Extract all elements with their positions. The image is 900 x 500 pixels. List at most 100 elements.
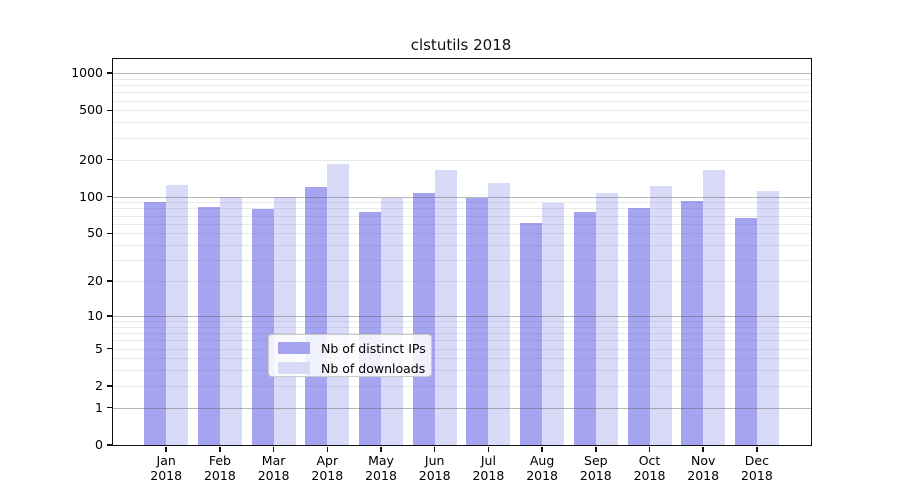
x-axis-tick [272, 446, 275, 452]
x-axis-tick-label-month: Oct [638, 453, 661, 468]
gridline-minor [113, 358, 811, 360]
bar-downloads [166, 184, 189, 445]
gridline-minor [113, 137, 811, 139]
gridline-minor [113, 100, 811, 102]
y-axis-tick [106, 72, 112, 74]
x-axis-tick [702, 446, 704, 452]
legend-label-downloads: Nb of downloads [321, 360, 426, 376]
y-axis-tick-label: 1000 [71, 65, 103, 81]
gridline-minor [113, 281, 811, 283]
gridline-minor [113, 78, 811, 80]
x-axis-tick-label-month: Jun [424, 453, 445, 468]
y-axis-tick-label: 100 [79, 188, 103, 204]
gridline-minor [113, 245, 811, 247]
x-axis-tick-label-month: May [368, 453, 394, 468]
x-axis-tick-label-month: Mar [261, 453, 286, 468]
gridline-major [113, 196, 811, 198]
x-axis-tick-label: Mar 2018 [246, 453, 302, 483]
legend-swatch-distinct-ips [278, 342, 310, 354]
bar-distinct-ips [681, 201, 704, 445]
x-axis-tick-label-month: Apr [316, 453, 339, 468]
gridline-minor [113, 159, 811, 161]
gridline-minor [113, 340, 811, 342]
y-axis-tick [106, 385, 112, 387]
gridline-minor [113, 260, 811, 262]
x-axis-tick-label-year: 2018 [633, 468, 666, 483]
x-axis-tick-label: Apr 2018 [299, 453, 355, 483]
bar-downloads [756, 191, 779, 445]
bar-downloads [273, 197, 296, 445]
gridline-major [113, 73, 811, 75]
x-axis-tick [487, 446, 490, 452]
x-axis-tick-label: Feb 2018 [192, 453, 248, 483]
y-axis-tick-label: 5 [95, 340, 103, 356]
x-axis-tick-label-month: Nov [690, 453, 716, 468]
bar-distinct-ips [627, 207, 650, 445]
bar-downloads [488, 183, 511, 445]
x-axis-tick-label-month: Aug [529, 453, 555, 468]
bar-distinct-ips [305, 186, 328, 445]
x-axis-tick-label-year: 2018 [150, 468, 183, 483]
x-axis-tick [380, 446, 382, 452]
x-axis-tick [219, 446, 221, 452]
x-axis-tick-label: Dec 2018 [729, 453, 785, 483]
x-axis-tick-label-month: Jul [480, 453, 496, 468]
bar-downloads [595, 193, 618, 445]
legend: Nb of distinct IPs Nb of downloads [268, 334, 432, 377]
bar-downloads [649, 185, 672, 445]
gridline-minor [113, 326, 811, 328]
gridline-minor [113, 385, 811, 387]
y-axis-tick-label: 2 [95, 377, 103, 393]
y-axis-tick [106, 280, 112, 282]
gridline-minor [113, 202, 811, 204]
gridline-major [113, 407, 811, 409]
gridline-minor [113, 321, 811, 323]
x-axis-tick-label-year: 2018 [687, 468, 720, 483]
x-axis-tick-label: Nov 2018 [675, 453, 731, 483]
gridline-minor [113, 122, 811, 124]
gridline-minor [113, 208, 811, 210]
gridline-minor [113, 92, 811, 94]
legend-swatch-downloads [278, 362, 310, 374]
gridline-minor [113, 333, 811, 335]
x-axis-tick-label: May 2018 [353, 453, 409, 483]
x-axis-tick-label-month: Dec [744, 453, 769, 468]
bar-distinct-ips [412, 193, 435, 445]
x-axis-tick-label-year: 2018 [472, 468, 505, 483]
gridline-minor [113, 223, 811, 225]
legend-label-distinct-ips: Nb of distinct IPs [321, 340, 426, 356]
y-axis-tick-label: 500 [79, 102, 103, 118]
y-axis-tick-label: 10 [87, 307, 103, 323]
x-axis-tick [756, 446, 758, 452]
gridline-minor [113, 348, 811, 350]
bar-downloads [434, 170, 457, 445]
x-axis-tick-label-year: 2018 [203, 468, 236, 483]
y-axis-tick [106, 406, 112, 409]
x-axis-tick-label: Jul 2018 [460, 453, 516, 483]
gridline-minor [113, 110, 811, 112]
x-axis-tick [326, 446, 329, 452]
bar-distinct-ips [359, 211, 381, 445]
gridline-minor [113, 215, 811, 217]
y-axis-tick-label: 200 [79, 151, 103, 167]
y-axis-tick-label: 1 [95, 399, 103, 415]
x-axis-tick-label-month: Sep [584, 453, 608, 468]
x-axis-tick-label: Oct 2018 [622, 453, 678, 483]
bar-downloads [703, 169, 726, 445]
x-axis-tick [541, 446, 543, 452]
y-axis-tick-label: 20 [87, 273, 103, 289]
x-axis-tick-label: Jun 2018 [407, 453, 463, 483]
x-axis-tick-label-month: Feb [208, 453, 231, 468]
y-axis-tick [106, 158, 112, 161]
y-axis-tick [106, 444, 112, 446]
x-axis-tick-label: Aug 2018 [514, 453, 570, 483]
bar-distinct-ips [466, 198, 489, 445]
x-axis-tick-label-year: 2018 [257, 468, 290, 483]
x-axis-tick-label: Sep 2018 [568, 453, 624, 483]
y-axis-tick [106, 109, 112, 112]
gridline-minor [113, 370, 811, 372]
x-axis-tick [595, 446, 597, 452]
y-axis-tick [106, 195, 112, 198]
x-axis-tick [165, 446, 167, 452]
